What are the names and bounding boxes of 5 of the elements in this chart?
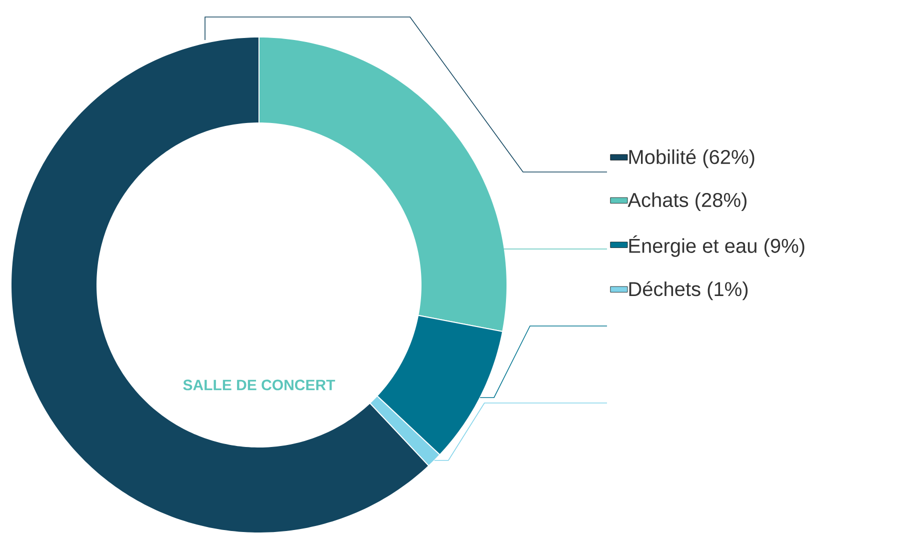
legend-label: Achats (28%) [628, 192, 746, 212]
legend-label: Déchets (1%) [629, 282, 748, 300]
legend-label: Mobilité (62%) [629, 149, 754, 168]
text: SALLE DE CONCERT [183, 380, 336, 391]
legend-label: Énergie et eau (9%) [629, 236, 804, 258]
